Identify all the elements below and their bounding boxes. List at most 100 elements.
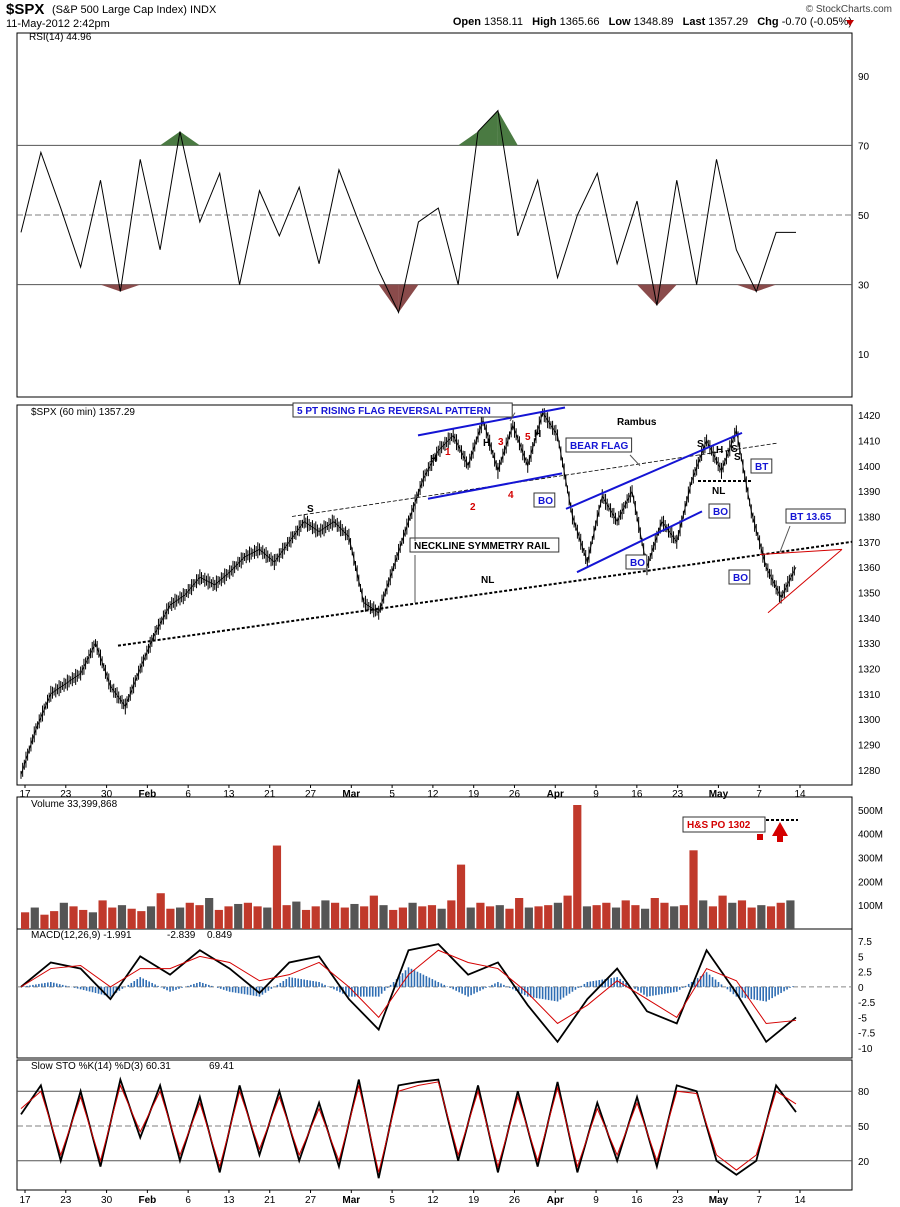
price-title: $SPX (60 min) 1357.29 (31, 407, 135, 418)
rsi-y-tick: 50 (858, 211, 870, 222)
point-4: 4 (508, 490, 514, 501)
volume-bar (398, 907, 407, 929)
volume-bar (563, 895, 572, 929)
rsi-overbought-fill (160, 131, 180, 146)
panel-sto (16, 1059, 853, 1191)
volume-bar (524, 907, 533, 929)
rambus-label: Rambus (617, 417, 657, 428)
price-y-tick: 1330 (858, 639, 881, 650)
volume-bar (340, 907, 349, 929)
volume-bar (69, 906, 78, 929)
volume-bar (689, 850, 698, 929)
s-right-label: S (731, 444, 738, 455)
neckline-symmetry-rail (291, 442, 779, 517)
rsi-overbought-fill (458, 131, 479, 146)
macd-signal-value: -2.839 (167, 930, 196, 941)
triangle-bottom (767, 549, 843, 614)
sto-y-tick: 20 (858, 1157, 870, 1168)
volume-bar (331, 902, 340, 929)
price-y-tick: 1290 (858, 740, 881, 751)
rsi-y-tick: 70 (858, 141, 870, 152)
volume-bar (108, 907, 117, 929)
s-left-label: S (307, 504, 314, 515)
price-y-tick: 1400 (858, 462, 881, 473)
x-tick-sto: 12 (427, 1195, 439, 1206)
price-y-tick: 1410 (858, 436, 881, 447)
macd-signal-line (20, 949, 797, 1025)
price-y-tick: 1390 (858, 487, 881, 498)
change-down-arrow-icon (846, 20, 854, 26)
bear-flag-label: BEAR FLAG (570, 441, 629, 452)
volume-y-tick: 100M (858, 901, 883, 912)
x-tick-sto: 30 (101, 1195, 113, 1206)
x-tick-sto: 23 (60, 1195, 72, 1206)
volume-bar (301, 909, 311, 929)
panel-macd (16, 928, 853, 1059)
volume-bar (786, 900, 795, 929)
price-y-tick: 1370 (858, 538, 881, 549)
volume-bar (224, 906, 233, 929)
volume-bar (321, 900, 330, 929)
price-y-tick: 1350 (858, 588, 881, 599)
macd-y-tick: 5 (858, 952, 864, 963)
nl-small-label: NL (712, 486, 725, 497)
volume-bar (621, 900, 630, 929)
po-box (682, 816, 766, 833)
volume-bar (747, 907, 756, 929)
copyright: © StockCharts.com (805, 4, 892, 15)
volume-bar (137, 911, 146, 929)
volume-bar (311, 906, 320, 929)
volume-bar (418, 906, 427, 929)
volume-title: Volume 33,399,868 (31, 799, 118, 810)
volume-bar (234, 903, 243, 929)
x-tick-sto: 13 (223, 1195, 235, 1206)
x-tick-sto: 17 (19, 1195, 31, 1206)
point-2: 2 (470, 502, 476, 513)
volume-bar (766, 906, 776, 929)
x-tick-price: 12 (427, 789, 439, 800)
volume-bar (641, 908, 650, 929)
sto-title: Slow STO %K(14) %D(3) 60.31 (31, 1061, 171, 1072)
rsi-overbought-fill (478, 110, 498, 146)
rsi-overbought-fill (179, 131, 200, 146)
volume-bar (272, 845, 282, 929)
neckline (117, 540, 853, 647)
ohlc-readout: Open 1358.11 High 1365.66 Low 1348.89 La… (452, 16, 852, 28)
x-tick-sto: 26 (509, 1195, 521, 1206)
x-tick-price: May (709, 789, 729, 800)
volume-bar (486, 906, 495, 929)
x-tick-price: 27 (305, 789, 317, 800)
price-y-tick: 1320 (858, 664, 881, 675)
symbol: $SPX (6, 1, 45, 18)
bo-2-box (625, 554, 648, 570)
rising-flag-label: 5 PT RISING FLAG REVERSAL PATTERN (297, 406, 491, 417)
bo-4-box (728, 569, 751, 585)
volume-bar (59, 902, 68, 929)
price-y-tick: 1360 (858, 563, 881, 574)
x-tick-price: 6 (185, 789, 191, 800)
flag-upper (417, 406, 566, 437)
rsi-oversold-fill (736, 284, 757, 292)
volume-bar (505, 908, 514, 929)
volume-bar (573, 805, 582, 929)
x-tick-sto: Mar (342, 1195, 360, 1206)
nl-label: NL (481, 575, 494, 586)
x-tick-sto: 21 (264, 1195, 276, 1206)
volume-bar (466, 907, 475, 929)
rsi-oversold-fill (120, 284, 141, 292)
volume-bar (670, 906, 679, 929)
bt-label-box (750, 458, 773, 474)
volume-bar (369, 895, 378, 929)
x-tick-price: 30 (101, 789, 113, 800)
rising-flag-pointer (509, 412, 516, 422)
rsi-y-tick: 10 (858, 350, 870, 361)
x-tick-sto: 6 (185, 1195, 191, 1206)
volume-bar (185, 902, 194, 929)
volume-bar (708, 906, 717, 929)
volume-bar (408, 902, 417, 929)
bt-pointer (779, 525, 791, 553)
triangle-top (759, 548, 843, 555)
rsi-oversold-fill (100, 284, 121, 292)
volume-bar (79, 909, 88, 929)
